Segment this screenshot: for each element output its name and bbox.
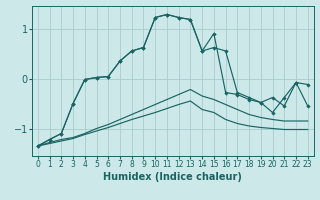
X-axis label: Humidex (Indice chaleur): Humidex (Indice chaleur): [103, 172, 242, 182]
